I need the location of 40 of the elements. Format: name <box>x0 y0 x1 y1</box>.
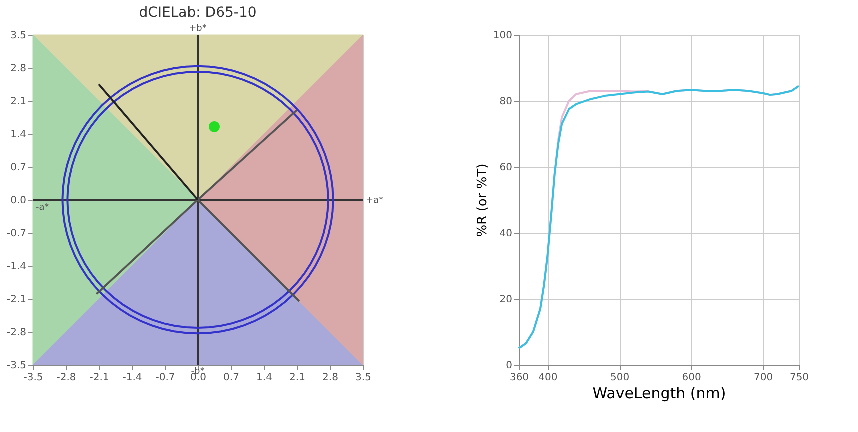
x-tick-label: -1.4 <box>122 372 142 384</box>
x-tick-label: -2.8 <box>56 372 76 384</box>
y-tick-label: -1.4 <box>6 262 26 272</box>
y-tick-label: 60 <box>500 162 512 174</box>
y-tick-label: 1.4 <box>10 130 26 140</box>
y-tick-label: 2.8 <box>10 64 26 74</box>
x-tick-label: 400 <box>538 372 558 384</box>
x-tick-label: 500 <box>610 372 630 384</box>
y-tick-label: -2.1 <box>6 294 26 306</box>
y-tick-label: -2.8 <box>6 328 26 338</box>
x-tick-label: 2.1 <box>290 372 306 384</box>
x-axis-title: WaveLength (nm) <box>592 384 726 402</box>
y-tick-label: 2.1 <box>10 96 26 108</box>
annotation: -a* <box>36 203 50 213</box>
y-tick-label: 40 <box>500 228 512 240</box>
text: +a* <box>366 196 384 206</box>
x-tick-label: 3.5 <box>356 372 372 384</box>
x-tick-label: 1.4 <box>256 372 272 384</box>
x-tick-label: -3.5 <box>24 372 44 384</box>
x-tick-label: -0.7 <box>156 372 176 384</box>
x-tick-label: 600 <box>682 372 702 384</box>
x-tick-label: 360 <box>510 372 530 384</box>
y-axis-title: %R (or %T) <box>475 164 490 238</box>
y-tick-label: 0.7 <box>10 162 26 174</box>
y-tick-label: 80 <box>500 96 512 108</box>
y-tick-label: 100 <box>493 30 512 42</box>
chart-title: dCIELab: D65-10 <box>139 5 257 21</box>
y-tick-label: 20 <box>500 294 512 306</box>
text: +b* <box>189 24 208 34</box>
x-tick-label: 0.7 <box>224 372 240 384</box>
y-tick-label: 3.5 <box>10 30 26 42</box>
x-tick-label: 750 <box>790 372 810 384</box>
x-tick-label: 2.8 <box>322 372 338 384</box>
x-tick-label: 700 <box>754 372 774 384</box>
y-tick-label: -3.5 <box>6 360 26 372</box>
x-tick-label: 0.0 <box>190 372 206 384</box>
y-tick-label: 0.0 <box>10 196 26 206</box>
x-tick-label: -2.1 <box>90 372 110 384</box>
y-tick-label: -0.7 <box>6 228 26 240</box>
y-tick-label: 0 <box>506 360 512 372</box>
